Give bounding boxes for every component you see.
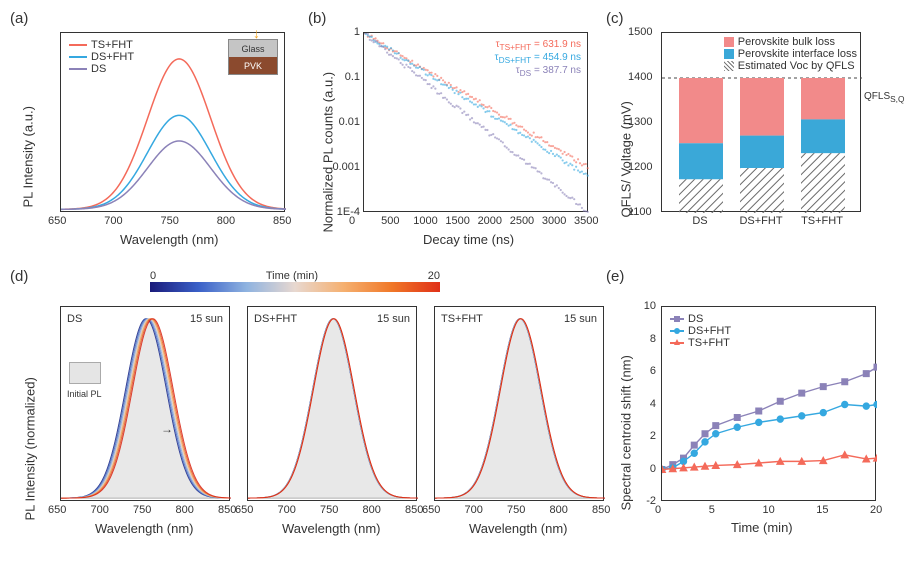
inset-glass: Glass xyxy=(229,40,277,57)
panel-e-xlabel: Time (min) xyxy=(731,520,793,535)
panel-e-ylabel: Spectral centroid shift (nm) xyxy=(619,311,634,511)
tau-ds-fht: τDS+FHT = 454.9 ns xyxy=(495,52,581,65)
d1-xlabel: Wavelength (nm) xyxy=(282,521,381,536)
panel-d-sub-2: TS+FHT 15 sun Wavelength (nm) 6507007508… xyxy=(434,306,619,566)
d2-title: TS+FHT xyxy=(441,313,483,325)
legend-a-1: DS+FHT xyxy=(91,51,134,63)
legend-a-0: TS+FHT xyxy=(91,39,133,51)
d0-sun: 15 sun xyxy=(190,313,223,325)
panel-d-sub-1: DS+FHT 15 sun Wavelength (nm) 6507007508… xyxy=(247,306,432,566)
panel-d: (d) PL Intensity (normalized) 0 Time (mi… xyxy=(10,268,598,548)
panel-d2-svg xyxy=(435,307,605,502)
legend-e-1: DS+FHT xyxy=(688,325,731,337)
d1-sun: 15 sun xyxy=(377,313,410,325)
panel-c-label: (c) xyxy=(606,10,624,27)
qfls-sq-label: QFLSS,Q xyxy=(864,91,904,104)
panel-a-plot: TS+FHT DS+FHT DS Glass PVK ↓ xyxy=(60,32,285,212)
initial-pl-swatch xyxy=(69,362,101,384)
tau-ds: τDS = 387.7 ns xyxy=(495,65,581,78)
legend-a-2: DS xyxy=(91,63,106,75)
panel-a-xlabel: Wavelength (nm) xyxy=(120,232,219,247)
legend-c-2: Estimated Voc by QFLS xyxy=(738,60,855,72)
panel-a-label: (a) xyxy=(10,10,28,27)
panel-b-plot: τTS+FHT = 631.9 ns τDS+FHT = 454.9 ns τD… xyxy=(363,32,588,212)
colorbar-max: 20 xyxy=(428,270,440,282)
legend-c-1: Perovskite interface loss xyxy=(738,48,857,60)
panel-b-annotations: τTS+FHT = 631.9 ns τDS+FHT = 454.9 ns τD… xyxy=(495,39,581,78)
inset-pvk: PVK xyxy=(229,57,277,74)
panel-c-legend: Perovskite bulk loss Perovskite interfac… xyxy=(724,36,857,72)
panel-c: (c) QFLS/ Voltage (mV) Perovskite bulk l… xyxy=(606,10,896,260)
panel-d-ylabel: PL Intensity (normalized) xyxy=(23,331,38,521)
panel-b-xlabel: Decay time (ns) xyxy=(423,232,514,247)
tau-ts-fht: τTS+FHT = 631.9 ns xyxy=(495,39,581,52)
panel-d0-svg xyxy=(61,307,231,502)
panel-e-plot: DS DS+FHT TS+FHT xyxy=(661,306,876,501)
legend-e-2: TS+FHT xyxy=(688,337,730,349)
d0-xlabel: Wavelength (nm) xyxy=(95,521,194,536)
panel-d1-svg xyxy=(248,307,418,502)
d0-title: DS xyxy=(67,313,82,325)
panel-b-ylabel: Normalized PL counts (a.u.) xyxy=(321,33,336,233)
panel-a-inset: Glass PVK xyxy=(228,39,278,75)
panel-e: (e) Spectral centroid shift (nm) DS DS+F… xyxy=(606,268,896,548)
panel-b-label: (b) xyxy=(308,10,326,27)
colorbar-wrapper: 0 Time (min) 20 xyxy=(150,270,440,292)
colorbar-title: Time (min) xyxy=(266,270,318,282)
panel-e-label: (e) xyxy=(606,268,624,285)
panel-a: (a) PL Intensity (a.u.) TS+FHT DS+FHT DS… xyxy=(10,10,300,260)
panel-d-label: (d) xyxy=(10,268,28,285)
d2-xlabel: Wavelength (nm) xyxy=(469,521,568,536)
right-arrow-icon: → xyxy=(161,422,173,436)
panel-a-ylabel: PL Intensity (a.u.) xyxy=(21,68,36,208)
colorbar-min: 0 xyxy=(150,270,156,282)
down-arrow-icon: ↓ xyxy=(253,25,260,41)
panel-a-legend: TS+FHT DS+FHT DS xyxy=(69,39,134,75)
initial-pl-label: Initial PL xyxy=(67,389,102,399)
panel-d-row: DS 15 sun Initial PL → Wavelength (nm) 6… xyxy=(60,306,619,566)
colorbar xyxy=(150,282,440,292)
panel-c-plot: Perovskite bulk loss Perovskite interfac… xyxy=(661,32,861,212)
d2-sun: 15 sun xyxy=(564,313,597,325)
panel-e-legend: DS DS+FHT TS+FHT xyxy=(670,313,731,349)
figure-grid: (a) PL Intensity (a.u.) TS+FHT DS+FHT DS… xyxy=(10,10,899,548)
d1-title: DS+FHT xyxy=(254,313,297,325)
panel-d-sub-0: DS 15 sun Initial PL → Wavelength (nm) 6… xyxy=(60,306,245,566)
panel-b: (b) Normalized PL counts (a.u.) τTS+FHT … xyxy=(308,10,598,260)
legend-e-0: DS xyxy=(688,313,703,325)
legend-c-0: Perovskite bulk loss xyxy=(738,36,835,48)
